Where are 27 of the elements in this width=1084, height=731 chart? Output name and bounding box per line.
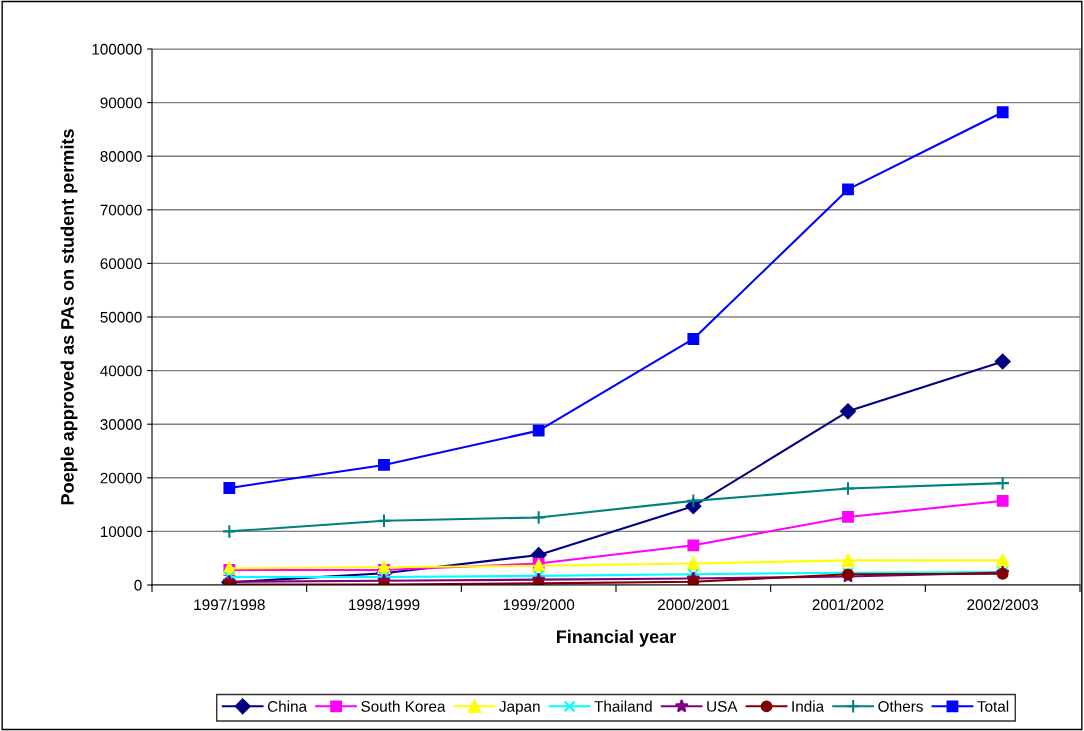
legend-label: Total — [977, 700, 1009, 712]
x-axis-title: Financial year — [557, 629, 676, 647]
legend-label: China — [267, 700, 308, 712]
y-axis-title: Poeple approved as PAs on student permits — [60, 129, 78, 505]
y-tick-label: 10000 — [100, 526, 142, 538]
y-tick-label: 80000 — [100, 151, 142, 162]
x-tick-label: 1999/2000 — [503, 598, 575, 611]
legend-label: India — [792, 700, 825, 712]
legend-label: USA — [707, 700, 738, 712]
legend-label: Others — [878, 700, 923, 712]
y-tick-label: 0 — [134, 579, 142, 591]
y-tick-label: 50000 — [100, 311, 142, 323]
x-tick-label: 1997/1998 — [194, 598, 265, 611]
y-tick-label: 90000 — [100, 97, 142, 109]
legend-label: Japan — [499, 701, 540, 715]
x-tick-label: 2000/2001 — [658, 598, 729, 611]
x-tick-label: 2001/2002 — [812, 598, 884, 611]
y-tick-label: 60000 — [100, 258, 142, 270]
y-tick-label: 40000 — [100, 365, 142, 377]
y-tick-label: 100000 — [92, 43, 142, 55]
y-tick-label: 30000 — [100, 419, 142, 430]
legend-label: South Korea — [361, 700, 446, 712]
y-tick-label: 70000 — [100, 204, 142, 216]
legend-label: Thailand — [594, 700, 652, 712]
x-tick-label: 2002/2003 — [967, 598, 1039, 611]
x-tick-label: 1998/1999 — [349, 598, 420, 611]
y-tick-label: 20000 — [100, 472, 142, 484]
